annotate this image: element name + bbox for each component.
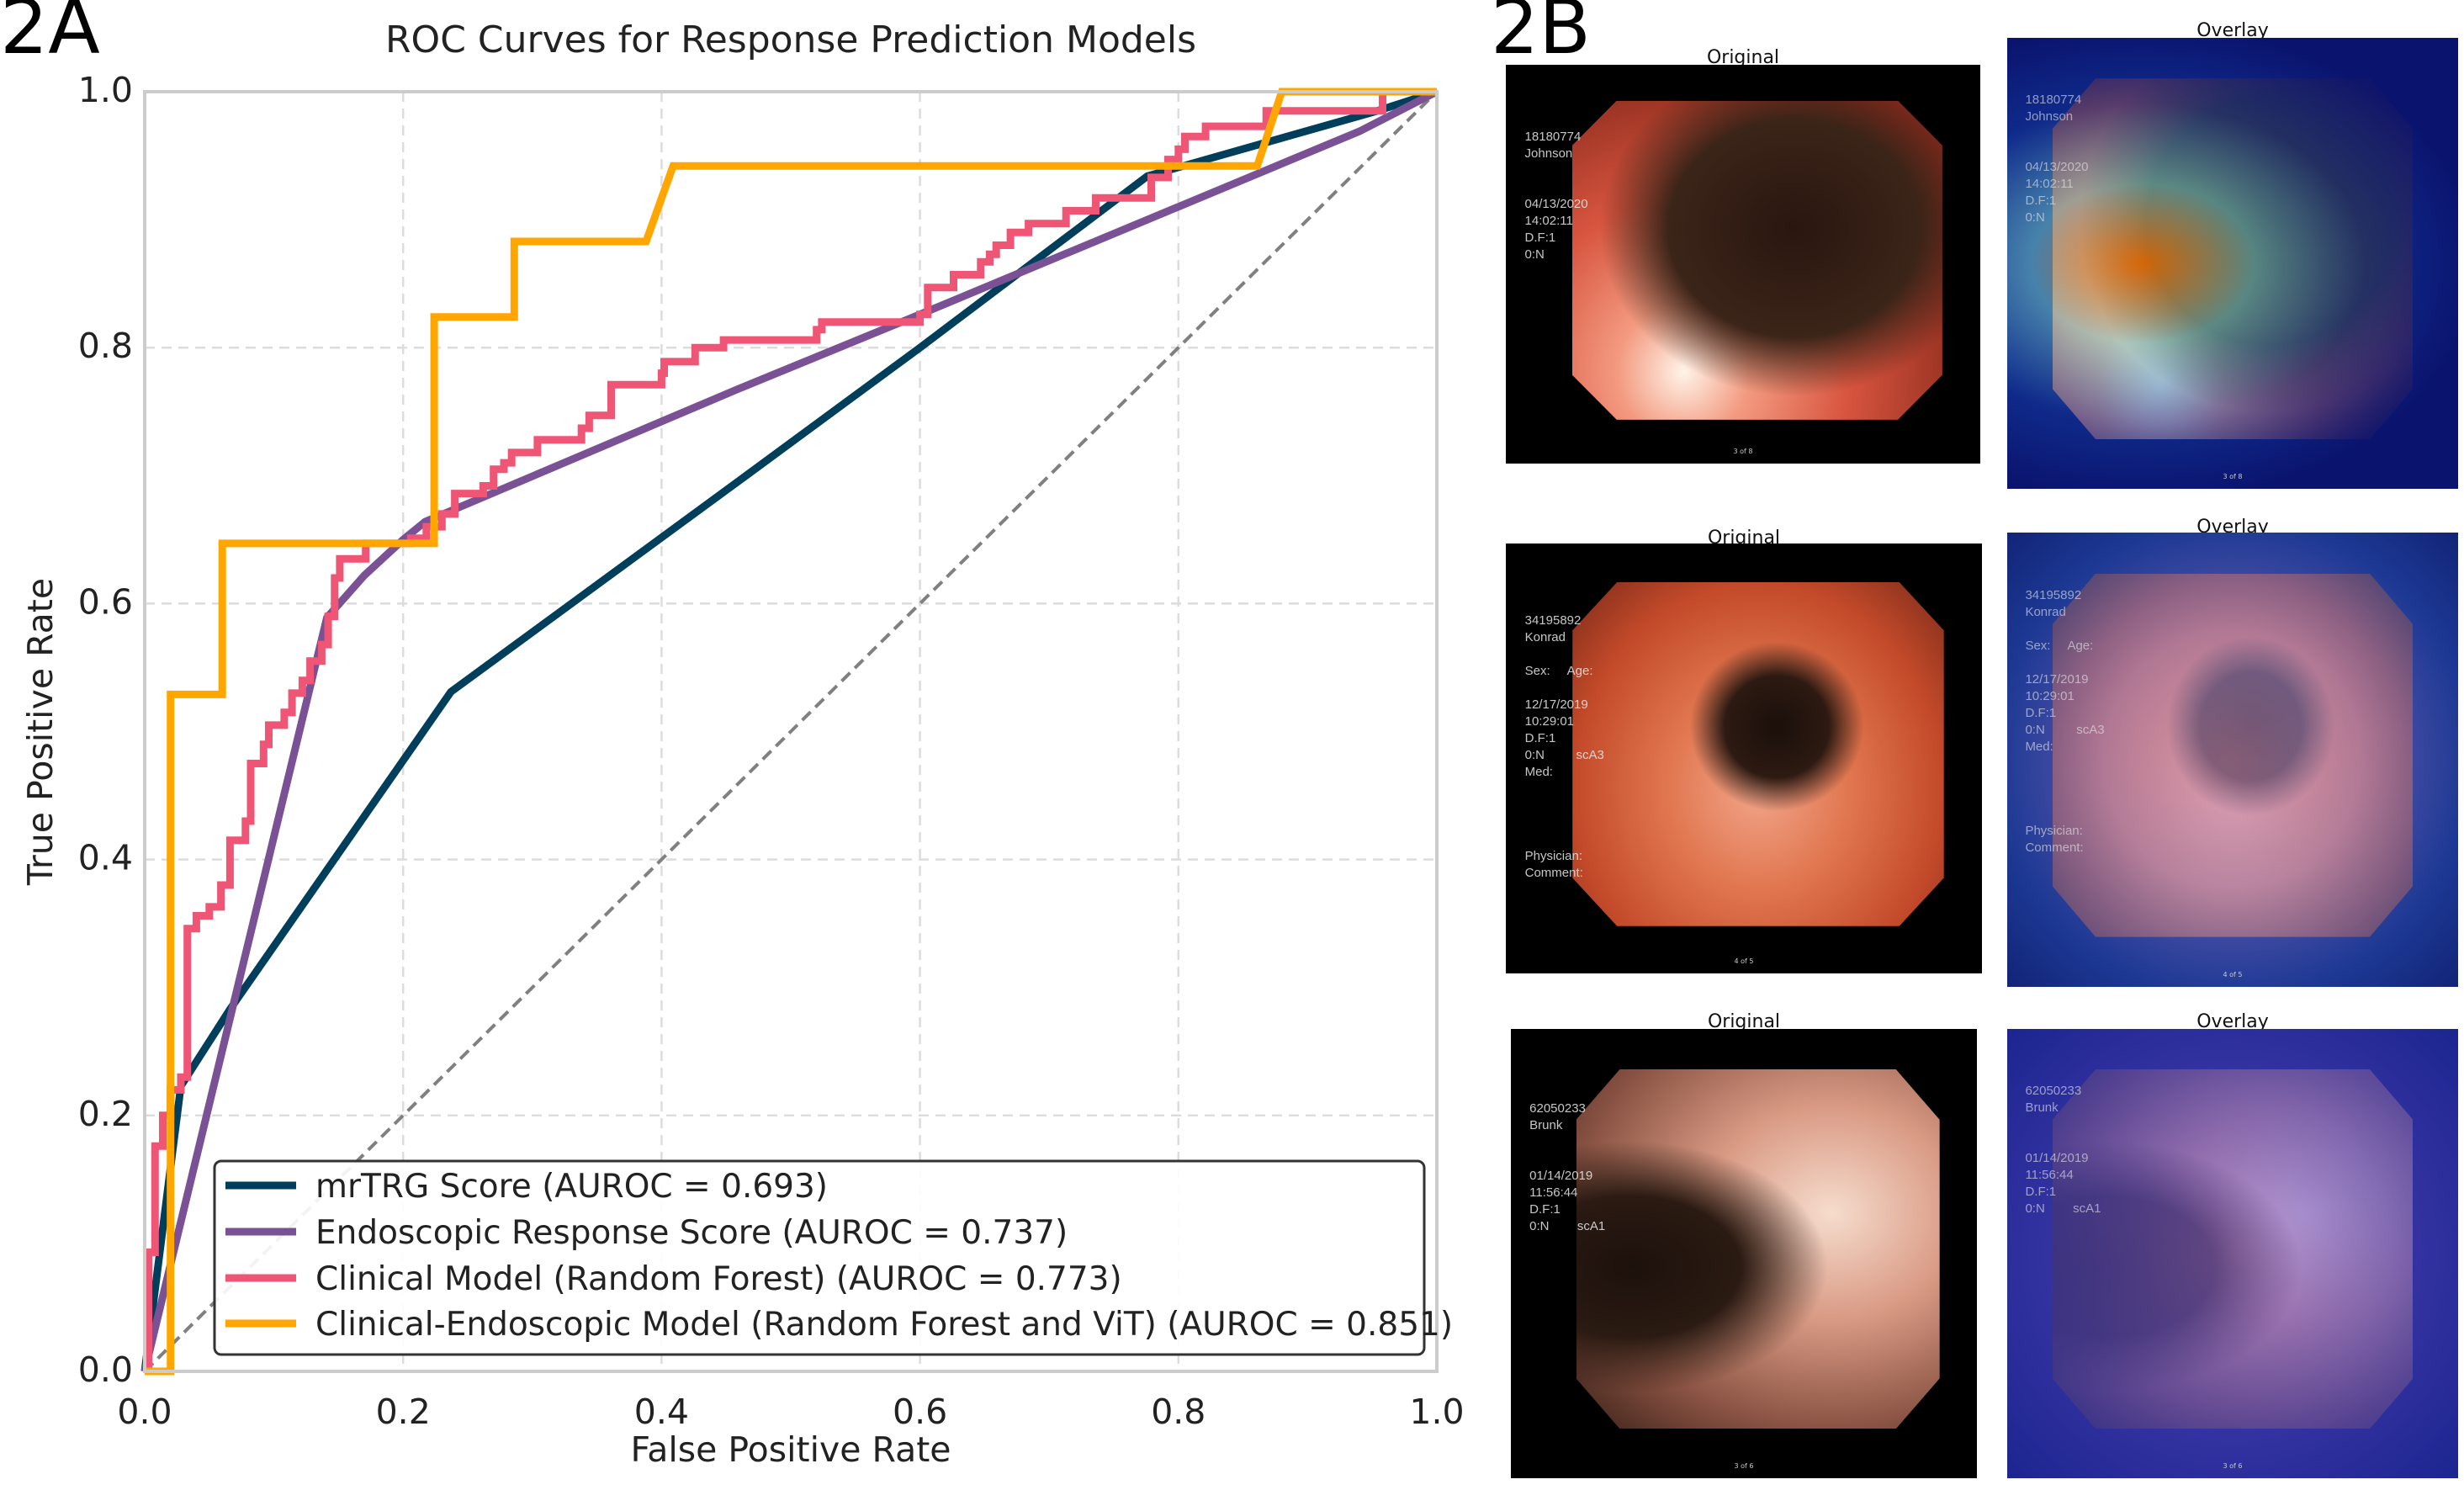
image-annotation-text: 62050233 Brunk 01/14/2019 11:56:44 D.F:1… xyxy=(2025,1084,2101,1217)
endoscopic-view xyxy=(1571,100,1942,420)
x-axis-label: False Positive Rate xyxy=(630,1429,951,1470)
endoscopy-original-image-1: 18180774 Johnson 04/13/2020 14:02:11 D.F… xyxy=(1506,65,1980,464)
legend-entry-3: Clinical Model (Random Forest) (AUROC = … xyxy=(315,1260,1122,1298)
panel-label-2a: 2A xyxy=(0,0,100,72)
x-tick-label: 0.8 xyxy=(1151,1392,1206,1432)
heatmap-layer xyxy=(2007,1029,2458,1478)
y-tick-label: 0.6 xyxy=(78,581,133,622)
legend-entry-4: Clinical-Endoscopic Model (Random Forest… xyxy=(315,1306,1453,1344)
image-footer: 3 of 6 xyxy=(2223,1462,2243,1470)
image-footer: 3 of 8 xyxy=(2223,473,2243,480)
roc-curve-series-1 xyxy=(140,87,1439,1372)
x-tick-label: 0.0 xyxy=(117,1392,172,1432)
endoscopy-original-image-2: 34195892 Konrad Sex: Age: 12/17/2019 10:… xyxy=(1506,544,1982,973)
heatmap-layer xyxy=(2007,38,2458,489)
image-annotation-text: 62050233 Brunk 01/14/2019 11:56:44 D.F:1… xyxy=(1529,1101,1606,1234)
endoscopy-original-image-3: 62050233 Brunk 01/14/2019 11:56:44 D.F:1… xyxy=(1511,1029,1977,1478)
chart-title: ROC Curves for Response Prediction Model… xyxy=(385,19,1196,61)
overlay-title-3: Overlay xyxy=(2196,1011,2269,1032)
y-tick-label: 1.0 xyxy=(78,70,133,110)
legend-entry-1: mrTRG Score (AUROC = 0.693) xyxy=(315,1168,828,1206)
original-title-1: Original xyxy=(1706,47,1780,68)
heatmap-layer xyxy=(2007,533,2458,987)
image-footer: 3 of 8 xyxy=(1733,448,1753,455)
gradcam-overlay-image-3: 62050233 Brunk 01/14/2019 11:56:44 D.F:1… xyxy=(2007,1029,2458,1478)
x-tick-label: 0.6 xyxy=(893,1392,947,1432)
y-tick-label: 0.2 xyxy=(78,1094,133,1134)
roc-chart: 0.0 0.2 0.4 0.6 0.8 1.0 0.0 0.2 0.4 0.6 0.8 1.0 ROC … xyxy=(20,19,1465,1470)
panel-label-2b: 2B xyxy=(1491,0,1592,72)
image-annotation-text: 18180774 Johnson 04/13/2020 14:02:11 D.F… xyxy=(2025,93,2089,225)
roc-curve-series-3 xyxy=(145,87,1437,1376)
y-tick-label: 0.4 xyxy=(78,838,133,878)
legend-entry-2: Endoscopic Response Score (AUROC = 0.737… xyxy=(315,1214,1068,1252)
endoscopic-view xyxy=(1576,1069,1940,1429)
image-footer: 4 of 5 xyxy=(2223,971,2243,978)
y-tick-label: 0.0 xyxy=(78,1349,133,1390)
x-tick-label: 1.0 xyxy=(1409,1392,1464,1432)
y-axis-label: True Positive Rate xyxy=(20,578,61,886)
gradcam-overlay-image-2: 34195892 Konrad Sex: Age: 12/17/2019 10:… xyxy=(2007,533,2458,987)
gradcam-overlay-image-1: 18180774 Johnson 04/13/2020 14:02:11 D.F… xyxy=(2007,38,2458,489)
image-annotation-text: 34195892 Konrad Sex: Age: 12/17/2019 10:… xyxy=(2025,587,2105,855)
image-annotation-text: 18180774 Johnson 04/13/2020 14:02:11 D.F… xyxy=(1524,129,1588,262)
y-tick-label: 0.8 xyxy=(78,326,133,366)
overlay-title-1: Overlay xyxy=(2196,20,2269,41)
axes-frame xyxy=(143,90,1439,1373)
original-title-3: Original xyxy=(1707,1011,1781,1032)
roc-curve-series-4 xyxy=(145,87,1437,1376)
x-tick-label: 0.4 xyxy=(634,1392,689,1432)
legend-box xyxy=(213,1159,1426,1356)
image-footer: 4 of 5 xyxy=(1734,957,1754,965)
endoscopic-view xyxy=(1572,581,1944,926)
chance-diagonal-line xyxy=(143,90,1439,1373)
image-annotation-text: 34195892 Konrad Sex: Age: 12/17/2019 10:… xyxy=(1524,612,1604,880)
image-footer: 3 of 6 xyxy=(1734,1462,1754,1470)
x-tick-label: 0.2 xyxy=(376,1392,431,1432)
roc-curve-series-2 xyxy=(140,87,1439,1373)
